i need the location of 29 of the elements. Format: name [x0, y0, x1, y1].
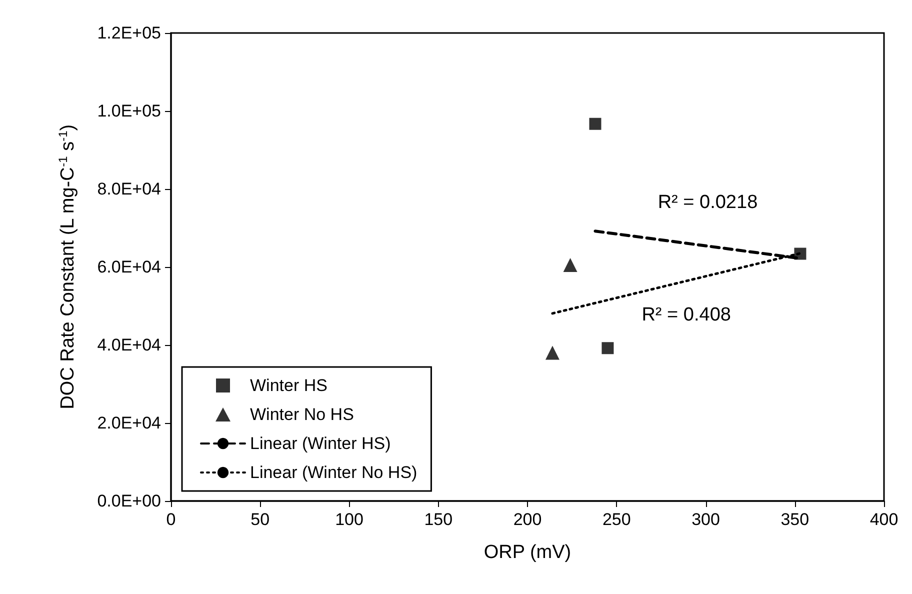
- x-tick-label: 150: [424, 510, 453, 529]
- point: [794, 248, 806, 260]
- y-tick-label: 8.0E+04: [97, 180, 161, 198]
- x-tick-label: 300: [692, 510, 720, 529]
- point: [563, 258, 578, 272]
- x-tick-label: 0: [166, 510, 176, 529]
- annotation: R² = 0.408: [642, 304, 731, 326]
- point: [545, 346, 560, 360]
- y-tick-label: 0.0E+00: [97, 492, 161, 510]
- point: [589, 118, 602, 130]
- annotation: R² = 0.0218: [658, 192, 758, 213]
- legend-label: Linear (Winter No HS): [250, 463, 418, 482]
- y-tick-label: 6.0E+04: [97, 258, 161, 276]
- x-tick-label: 250: [602, 510, 631, 529]
- point: [602, 342, 614, 354]
- legend-label: Linear (Winter HS): [250, 434, 391, 453]
- x-axis-title: ORP (mV): [484, 542, 572, 563]
- y-tick-label: 1.0E+05: [97, 102, 161, 120]
- y-tick-label: 4.0E+04: [97, 336, 161, 354]
- y-tick-label: 2.0E+04: [97, 414, 161, 432]
- x-tick-label: 50: [250, 510, 270, 529]
- y-tick-label: 1.2E+05: [97, 24, 161, 42]
- x-tick-label: 350: [780, 510, 810, 529]
- legend-label: Winter No HS: [250, 405, 354, 424]
- y-axis-title: DOC Rate Constant (L mg-C-1 s-1): [56, 124, 78, 410]
- legend-label: Winter HS: [250, 376, 328, 395]
- x-tick-label: 400: [870, 510, 898, 529]
- x-tick-label: 100: [335, 510, 364, 529]
- x-tick-label: 200: [513, 510, 542, 529]
